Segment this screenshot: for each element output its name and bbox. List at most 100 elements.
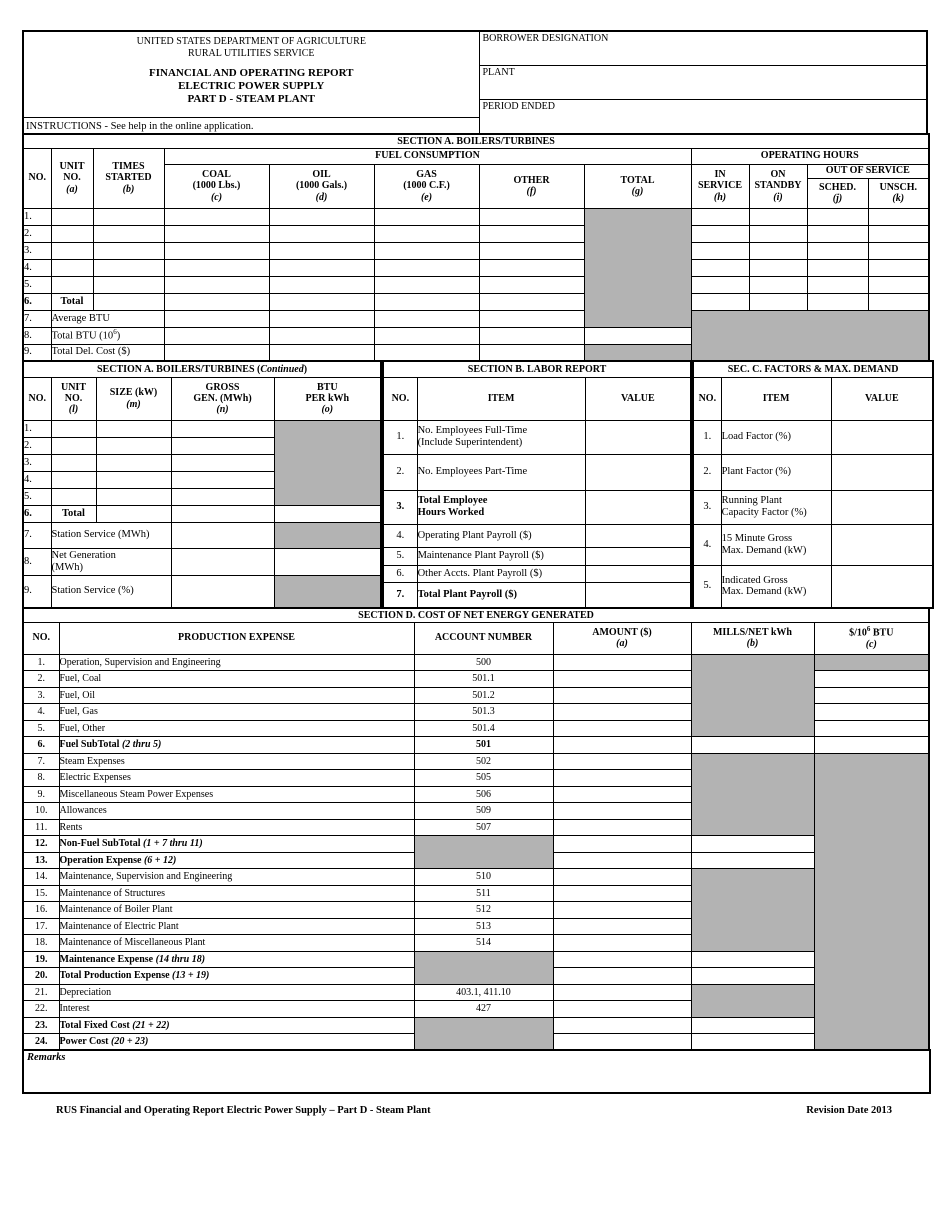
input-cell[interactable] xyxy=(373,343,480,362)
value-input[interactable] xyxy=(584,489,692,525)
input-cell[interactable] xyxy=(50,419,97,438)
input-cell[interactable] xyxy=(373,241,480,260)
value-input[interactable] xyxy=(584,564,692,583)
input-cell[interactable] xyxy=(373,275,480,294)
input-cell[interactable] xyxy=(690,1016,815,1034)
value-input[interactable] xyxy=(584,419,692,455)
input-cell[interactable] xyxy=(268,207,375,226)
input-cell[interactable] xyxy=(170,574,275,609)
amount-input[interactable] xyxy=(552,719,692,737)
input-cell[interactable] xyxy=(690,835,815,853)
input-cell[interactable] xyxy=(806,258,869,277)
input-cell[interactable] xyxy=(373,309,480,328)
input-cell[interactable] xyxy=(92,275,165,294)
input-cell[interactable] xyxy=(806,207,869,226)
amount-input[interactable] xyxy=(552,653,692,671)
input-cell[interactable] xyxy=(92,224,165,243)
input-cell[interactable] xyxy=(813,736,930,754)
input-cell[interactable] xyxy=(690,292,750,311)
value-input[interactable] xyxy=(584,523,692,548)
input-cell[interactable] xyxy=(170,436,275,455)
input-cell[interactable] xyxy=(95,470,172,489)
input-cell[interactable] xyxy=(268,224,375,243)
input-cell[interactable] xyxy=(806,275,869,294)
input-cell[interactable] xyxy=(748,292,808,311)
input-cell[interactable] xyxy=(373,258,480,277)
input-cell[interactable] xyxy=(50,436,97,455)
amount-input[interactable] xyxy=(552,884,692,902)
input-cell[interactable] xyxy=(748,207,808,226)
input-cell[interactable] xyxy=(163,224,270,243)
value-input[interactable] xyxy=(584,546,692,566)
value-input[interactable] xyxy=(830,523,934,566)
input-cell[interactable] xyxy=(50,275,94,294)
input-cell[interactable] xyxy=(268,292,375,311)
input-cell[interactable] xyxy=(170,453,275,472)
input-cell[interactable] xyxy=(163,258,270,277)
amount-input[interactable] xyxy=(552,901,692,919)
input-cell[interactable] xyxy=(268,343,375,362)
input-cell[interactable] xyxy=(478,275,585,294)
amount-input[interactable] xyxy=(552,1033,692,1051)
input-cell[interactable] xyxy=(373,326,480,345)
input-cell[interactable] xyxy=(748,224,808,243)
amount-input[interactable] xyxy=(552,851,692,869)
amount-input[interactable] xyxy=(552,983,692,1001)
value-input[interactable] xyxy=(830,453,934,491)
amount-input[interactable] xyxy=(552,769,692,787)
input-cell[interactable] xyxy=(373,292,480,311)
input-cell[interactable] xyxy=(867,207,930,226)
input-cell[interactable] xyxy=(268,258,375,277)
value-input[interactable] xyxy=(584,453,692,491)
input-cell[interactable] xyxy=(92,292,165,311)
input-cell[interactable] xyxy=(170,504,275,523)
input-cell[interactable] xyxy=(50,241,94,260)
borrower-designation-field[interactable]: BORROWER DESIGNATION xyxy=(479,32,926,66)
input-cell[interactable] xyxy=(95,436,172,455)
input-cell[interactable] xyxy=(95,453,172,472)
input-cell[interactable] xyxy=(50,470,97,489)
input-cell[interactable] xyxy=(373,224,480,243)
amount-input[interactable] xyxy=(552,785,692,803)
value-input[interactable] xyxy=(830,419,934,455)
input-cell[interactable] xyxy=(373,207,480,226)
input-cell[interactable] xyxy=(690,241,750,260)
amount-input[interactable] xyxy=(552,736,692,754)
amount-input[interactable] xyxy=(552,917,692,935)
input-cell[interactable] xyxy=(867,292,930,311)
input-cell[interactable] xyxy=(583,326,692,345)
input-cell[interactable] xyxy=(867,241,930,260)
input-cell[interactable] xyxy=(163,207,270,226)
amount-input[interactable] xyxy=(552,1000,692,1018)
amount-input[interactable] xyxy=(552,950,692,968)
input-cell[interactable] xyxy=(690,258,750,277)
amount-input[interactable] xyxy=(552,670,692,688)
plant-field[interactable]: PLANT xyxy=(479,66,926,100)
input-cell[interactable] xyxy=(268,326,375,345)
input-cell[interactable] xyxy=(478,241,585,260)
input-cell[interactable] xyxy=(478,207,585,226)
input-cell[interactable] xyxy=(92,258,165,277)
input-cell[interactable] xyxy=(50,487,97,506)
input-cell[interactable] xyxy=(50,224,94,243)
input-cell[interactable] xyxy=(50,207,94,226)
input-cell[interactable] xyxy=(268,275,375,294)
input-cell[interactable] xyxy=(478,224,585,243)
input-cell[interactable] xyxy=(95,504,172,523)
input-cell[interactable] xyxy=(273,504,382,523)
input-cell[interactable] xyxy=(748,275,808,294)
input-cell[interactable] xyxy=(170,419,275,438)
input-cell[interactable] xyxy=(806,241,869,260)
input-cell[interactable] xyxy=(273,547,382,576)
value-input[interactable] xyxy=(584,581,692,609)
input-cell[interactable] xyxy=(268,309,375,328)
input-cell[interactable] xyxy=(813,719,930,737)
input-cell[interactable] xyxy=(163,326,270,345)
input-cell[interactable] xyxy=(478,343,585,362)
amount-input[interactable] xyxy=(552,818,692,836)
input-cell[interactable] xyxy=(867,224,930,243)
input-cell[interactable] xyxy=(478,309,585,328)
input-cell[interactable] xyxy=(867,275,930,294)
input-cell[interactable] xyxy=(690,736,815,754)
input-cell[interactable] xyxy=(748,241,808,260)
